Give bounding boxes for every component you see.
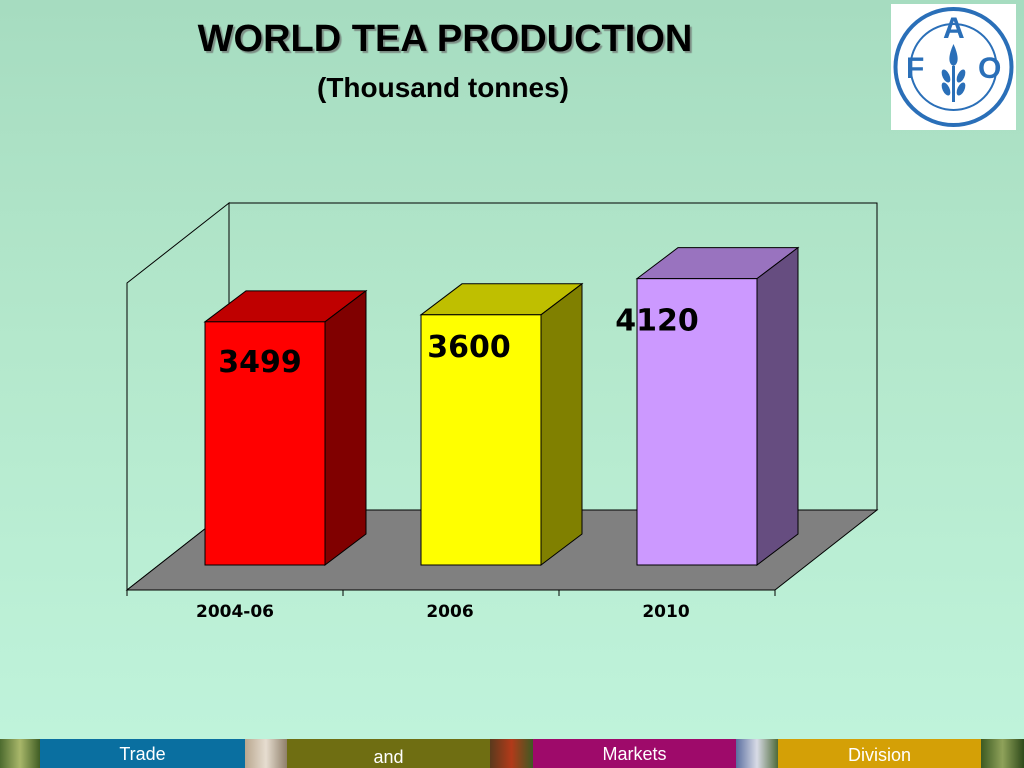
footer-item-markets: Markets (533, 739, 736, 768)
footer-item-trade: Trade (40, 739, 245, 768)
footer-photo (490, 739, 533, 768)
page-title: WORLD TEA PRODUCTION (197, 18, 693, 60)
footer-photo (981, 739, 1024, 768)
page-subtitle: (Thousand tonnes) (317, 72, 569, 103)
bar-side-2004-06 (324, 289, 367, 567)
footer-photo (736, 739, 778, 768)
bar-2006 (420, 314, 542, 566)
x-tick-label: 2010 (642, 602, 689, 622)
x-tick-label: 2006 (426, 602, 473, 622)
logo-letter-o: O (978, 52, 1001, 85)
footer-item-and: and (287, 739, 490, 768)
data-label: 3499 (218, 345, 302, 380)
fao-logo: F A O (891, 4, 1016, 130)
footer-photo (245, 739, 287, 768)
footer-item-division: Division (778, 739, 981, 768)
x-tick-label: 2004-06 (196, 602, 274, 622)
footer-photo (0, 739, 40, 768)
logo-letter-f: F (906, 52, 924, 85)
logo-letter-a: A (943, 12, 965, 45)
data-label: 4120 (615, 304, 699, 339)
bar-side-2006 (540, 282, 583, 567)
bar-chart: 2004-06 2006 2010 3499 3600 4120 (125, 201, 879, 622)
data-label: 3600 (427, 330, 511, 365)
footer-bar: Trade and Markets Division (0, 739, 1024, 768)
bar-side-2010 (756, 246, 799, 567)
bar-2004-06 (204, 321, 326, 566)
bar-2010 (636, 278, 758, 566)
